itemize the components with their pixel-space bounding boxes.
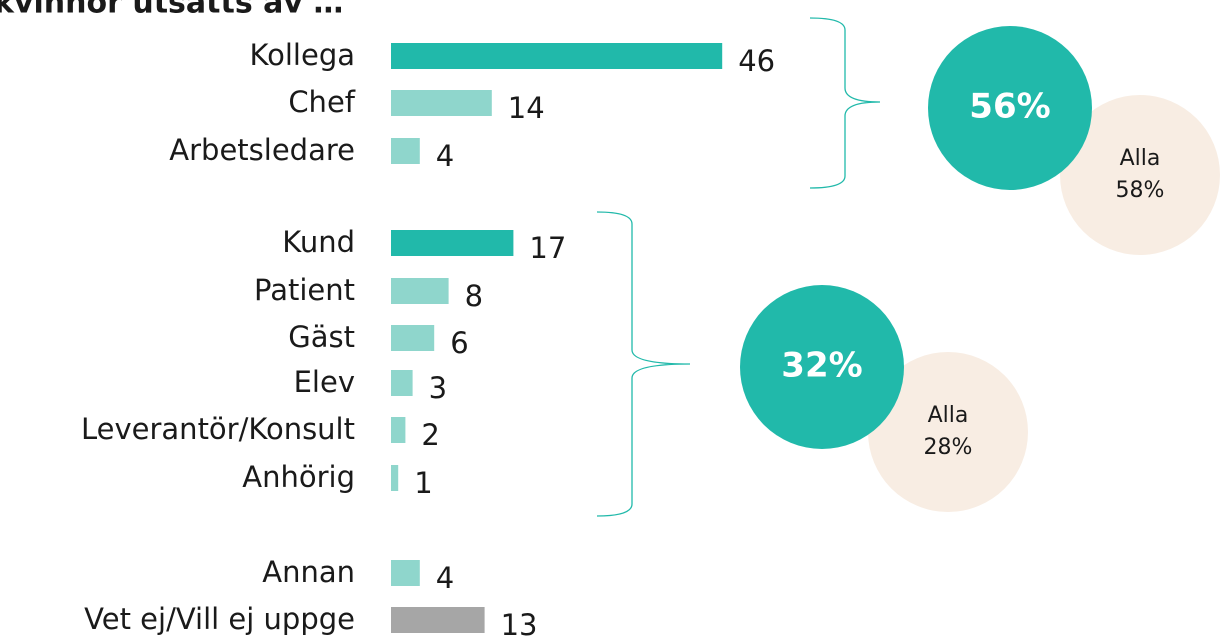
category-label: Vet ej/Vill ej uppge	[84, 602, 355, 636]
category-label: Kund	[282, 225, 355, 259]
bar	[391, 43, 723, 69]
reference-name: Alla	[1120, 146, 1161, 171]
category-label: Kollega	[250, 38, 355, 72]
value-label: 1	[414, 466, 432, 500]
category-label: Arbetsledare	[169, 133, 355, 167]
reference-bubble	[1060, 95, 1220, 255]
bar	[391, 325, 435, 351]
category-label: Annan	[262, 555, 355, 589]
category-label: Anhörig	[242, 460, 355, 494]
value-bubble	[740, 285, 904, 449]
value-label: 6	[450, 326, 468, 360]
reference-bubble	[868, 352, 1028, 512]
reference-name: Alla	[928, 403, 969, 428]
value-bubble-label: 56%	[969, 87, 1050, 127]
bar	[391, 370, 413, 396]
category-label: Gäst	[288, 320, 355, 354]
value-bubble	[928, 26, 1092, 190]
bar	[391, 560, 420, 586]
value-label: 13	[501, 608, 538, 640]
category-label: Patient	[254, 273, 355, 307]
value-label: 14	[508, 91, 545, 125]
bar	[391, 278, 449, 304]
bracket	[596, 211, 691, 517]
value-label: 46	[738, 44, 775, 78]
value-label: 4	[436, 139, 454, 173]
value-label: 8	[465, 279, 483, 313]
bar	[391, 465, 399, 491]
category-label: Elev	[294, 365, 355, 399]
reference-label: 28%	[924, 435, 973, 460]
bar	[391, 230, 514, 256]
chart-title: kvinnor utsatts av …	[0, 0, 343, 21]
value-label: 4	[436, 561, 454, 595]
bar	[391, 417, 406, 443]
value-bubble-label: 32%	[781, 346, 862, 386]
value-label: 3	[429, 371, 447, 405]
bar	[391, 138, 420, 164]
category-label: Chef	[288, 85, 355, 119]
bracket	[809, 17, 881, 189]
value-label: 17	[529, 231, 566, 265]
bar	[391, 90, 492, 116]
reference-label: 58%	[1116, 178, 1165, 203]
bar	[391, 607, 485, 633]
category-label: Leverantör/Konsult	[81, 412, 355, 446]
value-label: 2	[421, 418, 439, 452]
